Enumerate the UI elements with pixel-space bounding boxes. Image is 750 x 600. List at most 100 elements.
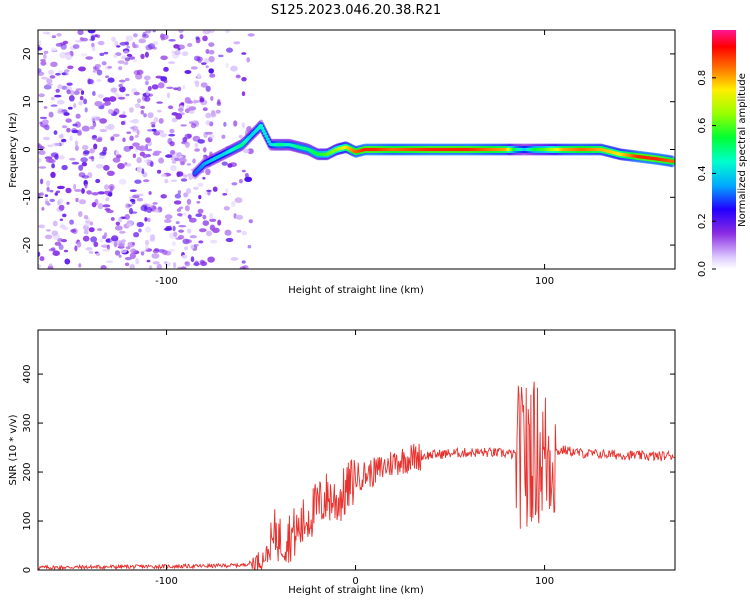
- noise-speck: [63, 249, 69, 253]
- noise-speck: [171, 117, 178, 123]
- noise-speck: [70, 90, 75, 96]
- noise-speck: [188, 217, 197, 223]
- colorbar: 0.0 0.2 0.4 0.6 0.8 Normalized spectral ampl…: [697, 30, 748, 277]
- noise-speck: [137, 98, 141, 103]
- noise-speck: [54, 143, 61, 146]
- noise-speck: [132, 44, 139, 49]
- noise-speck: [209, 30, 215, 33]
- noise-speck: [78, 263, 82, 268]
- noise-speck: [241, 230, 247, 236]
- noise-speck: [125, 35, 133, 42]
- noise-speck: [43, 136, 50, 141]
- noise-speck: [71, 161, 80, 165]
- noise-speck: [46, 78, 53, 84]
- noise-speck: [81, 125, 90, 132]
- noise-speck: [152, 202, 158, 205]
- x-tick-label: -100: [155, 276, 178, 287]
- noise-speck: [118, 79, 126, 83]
- noise-speck: [68, 95, 75, 102]
- noise-speck: [161, 249, 168, 255]
- noise-speck: [157, 82, 165, 89]
- noise-speck: [183, 192, 189, 198]
- colorbar-tick-label: 0.2: [697, 213, 708, 229]
- noise-speck: [133, 33, 138, 38]
- noise-speck: [124, 256, 132, 261]
- noise-speck: [164, 227, 173, 231]
- noise-speck: [125, 77, 130, 82]
- noise-speck: [93, 241, 99, 248]
- noise-speck: [57, 84, 63, 89]
- noise-speck: [121, 55, 127, 60]
- noise-speck: [60, 133, 64, 139]
- noise-speck: [179, 34, 184, 40]
- spectrogram-noise: [38, 30, 255, 269]
- noise-speck: [128, 196, 134, 200]
- noise-speck: [165, 154, 173, 158]
- noise-speck: [193, 186, 199, 190]
- noise-speck: [233, 41, 241, 45]
- noise-speck: [104, 184, 110, 191]
- noise-speck: [40, 76, 49, 80]
- noise-speck: [73, 103, 77, 109]
- noise-speck: [144, 96, 151, 102]
- noise-speck: [168, 61, 176, 64]
- noise-speck: [97, 228, 103, 232]
- noise-speck: [138, 38, 146, 44]
- noise-speck: [128, 56, 136, 60]
- noise-speck: [111, 235, 119, 242]
- noise-speck: [97, 40, 105, 46]
- spectrogram-marks: [38, 30, 675, 269]
- noise-speck: [72, 44, 80, 49]
- noise-speck: [233, 120, 238, 127]
- noise-speck: [48, 111, 54, 118]
- noise-speck: [139, 151, 146, 157]
- noise-speck: [184, 261, 189, 265]
- noise-speck: [177, 107, 184, 112]
- noise-speck: [173, 87, 179, 91]
- noise-speck: [147, 217, 151, 223]
- noise-speck: [51, 163, 55, 169]
- noise-speck: [133, 91, 140, 96]
- noise-speck: [176, 171, 184, 177]
- spectrogram-ylabel: Frequency (Hz): [8, 112, 19, 188]
- noise-speck: [197, 139, 205, 144]
- colorbar-ticks: 0.0 0.2 0.4 0.6 0.8: [697, 70, 716, 277]
- noise-speck: [168, 39, 176, 42]
- noise-speck: [124, 262, 130, 267]
- noise-speck: [205, 120, 211, 126]
- ridge-core: [259, 124, 263, 128]
- noise-speck: [53, 130, 58, 135]
- noise-speck: [102, 248, 111, 252]
- noise-speck: [210, 96, 214, 101]
- noise-speck: [163, 79, 168, 84]
- noise-speck: [57, 110, 65, 114]
- noise-speck: [216, 101, 222, 106]
- noise-speck: [123, 145, 132, 152]
- noise-speck: [204, 190, 208, 196]
- noise-speck: [81, 188, 85, 194]
- noise-speck: [144, 226, 152, 233]
- noise-speck: [118, 216, 123, 223]
- noise-speck: [160, 55, 168, 61]
- noise-speck: [51, 230, 59, 236]
- noise-speck: [195, 213, 203, 217]
- y-tick-label: 200: [22, 462, 33, 481]
- noise-speck: [91, 42, 95, 48]
- noise-speck: [146, 206, 152, 213]
- noise-speck: [126, 131, 131, 134]
- noise-speck: [119, 41, 128, 46]
- noise-speck: [104, 208, 111, 211]
- noise-speck: [134, 103, 141, 108]
- noise-speck: [90, 115, 99, 122]
- noise-speck: [58, 204, 65, 211]
- noise-speck: [93, 143, 98, 150]
- noise-speck: [144, 51, 149, 58]
- noise-speck: [61, 239, 67, 243]
- noise-speck: [242, 265, 249, 269]
- noise-speck: [78, 211, 83, 217]
- noise-speck: [150, 121, 156, 125]
- noise-speck: [55, 72, 61, 76]
- noise-speck: [236, 229, 242, 233]
- noise-speck: [247, 245, 252, 249]
